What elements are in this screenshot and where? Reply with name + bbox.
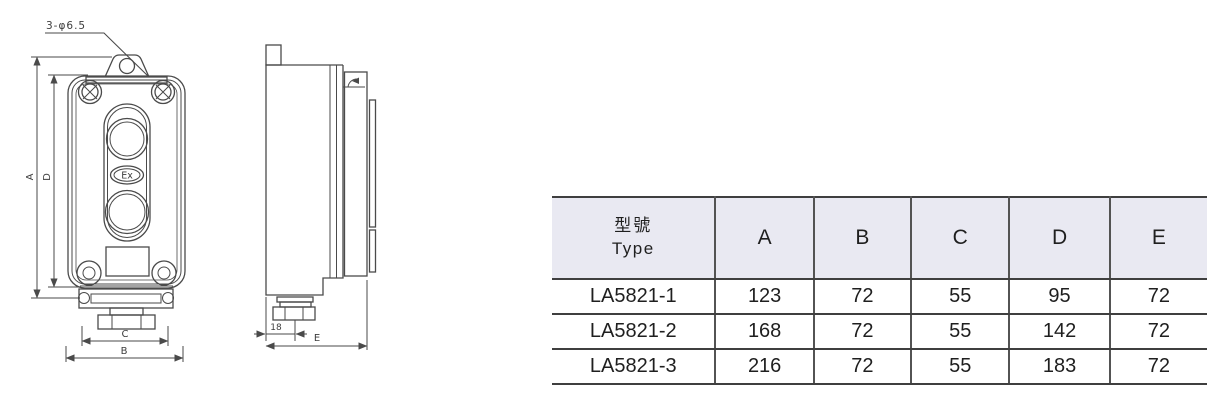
side-top-tab (265, 44, 282, 66)
cell-c: 55 (910, 279, 1010, 315)
side-bottom-flange (276, 296, 314, 303)
screw-top-right (150, 79, 176, 105)
cell-type: LA5821-3 (552, 349, 716, 385)
bottom-plate-slot (90, 293, 162, 304)
mounting-lug (104, 54, 150, 78)
col-header-b: B (812, 197, 912, 280)
cell-b: 72 (812, 314, 912, 350)
table-header-row: 型號 Type A B C D E (552, 197, 1207, 280)
col-header-e: E (1108, 197, 1207, 280)
dim-label-18: 18 (270, 323, 282, 333)
cell-e: 72 (1108, 314, 1207, 350)
dim-label-b: B (121, 346, 128, 357)
dim-label-a: A (25, 173, 36, 180)
cell-a: 123 (714, 279, 814, 315)
dimension-table: 型號 Type A B C D E LA5821-1 123 72 55 95 (552, 196, 1207, 385)
side-gland-stub (279, 301, 312, 308)
lug-bottom-left (76, 260, 102, 286)
dimension-c (81, 326, 169, 346)
front-view: 3-φ6.5 (25, 20, 186, 362)
type-label-en: Type (611, 239, 655, 258)
body-outline-inner (71, 79, 182, 285)
cell-b: 72 (812, 279, 912, 315)
side-body-profile (265, 64, 344, 296)
dimension-e (265, 280, 368, 350)
gland-nut-front (97, 314, 156, 330)
side-button-strip-lower (368, 229, 377, 273)
gland-stub-front (109, 307, 144, 316)
ex-badge-outer (109, 165, 145, 185)
body-outline-outer (67, 75, 186, 289)
side-cover-joint-lines (329, 65, 337, 278)
bottom-plate (78, 288, 174, 309)
col-header-c: C (910, 197, 1010, 280)
cell-a: 168 (714, 314, 814, 350)
cell-d: 183 (1008, 349, 1110, 385)
table-row: LA5821-1 123 72 55 95 72 (552, 279, 1207, 315)
cell-e: 72 (1108, 279, 1207, 315)
side-view: 18 E (254, 44, 377, 350)
dimension-table-wrap: 型號 Type A B C D E LA5821-1 123 72 55 95 (552, 196, 1207, 385)
dimension-a (31, 56, 112, 299)
cell-e: 72 (1108, 349, 1207, 385)
push-button-bottom-inner (108, 193, 146, 231)
button-panel-inner (107, 107, 147, 238)
push-button-bottom (104, 189, 150, 235)
cell-a: 216 (714, 349, 814, 385)
ex-badge-inner (113, 168, 141, 182)
plate-screw-right (162, 292, 174, 304)
ex-badge-label: Ex (121, 171, 133, 182)
nameplate (105, 246, 150, 277)
side-face-plate (343, 71, 368, 277)
button-panel-outer (103, 103, 151, 242)
table-row: LA5821-3 216 72 55 183 72 (552, 349, 1207, 385)
col-header-d: D (1008, 197, 1110, 280)
lug-bottom-right (151, 260, 177, 286)
cell-d: 142 (1008, 314, 1110, 350)
cell-c: 55 (910, 314, 1010, 350)
dim-label-e: E (314, 333, 320, 344)
body-outline-inner2 (75, 83, 178, 281)
push-button-top (105, 117, 149, 161)
dimension-d (48, 74, 88, 288)
plate-screw-left (78, 292, 90, 304)
hole-callout-label: 3-φ6.5 (46, 20, 86, 32)
gland-nut-flats (111, 315, 142, 329)
table-row: LA5821-2 168 72 55 142 72 (552, 314, 1207, 350)
push-button-top-inner (109, 121, 145, 157)
side-button-strip-upper (368, 99, 377, 228)
col-header-type: 型號 Type (552, 197, 716, 280)
screw-top-left (77, 79, 103, 105)
col-header-a: A (714, 197, 814, 280)
side-latch-wedge (352, 77, 359, 84)
dimension-offset-18 (254, 297, 307, 341)
side-gland-nut-flats (284, 307, 304, 320)
cell-type: LA5821-2 (552, 314, 716, 350)
dim-label-d: D (42, 173, 53, 181)
dimension-b (65, 346, 184, 362)
mounting-hole (118, 57, 136, 75)
cell-c: 55 (910, 349, 1010, 385)
cell-b: 72 (812, 349, 912, 385)
top-bar (85, 76, 168, 84)
type-label-cn: 型號 (614, 216, 653, 236)
cell-type: LA5821-1 (552, 279, 716, 315)
side-gland-nut (272, 306, 316, 321)
technical-drawing: 3-φ6.5 (25, 20, 377, 362)
dim-label-c: C (122, 329, 129, 340)
cell-d: 95 (1008, 279, 1110, 315)
